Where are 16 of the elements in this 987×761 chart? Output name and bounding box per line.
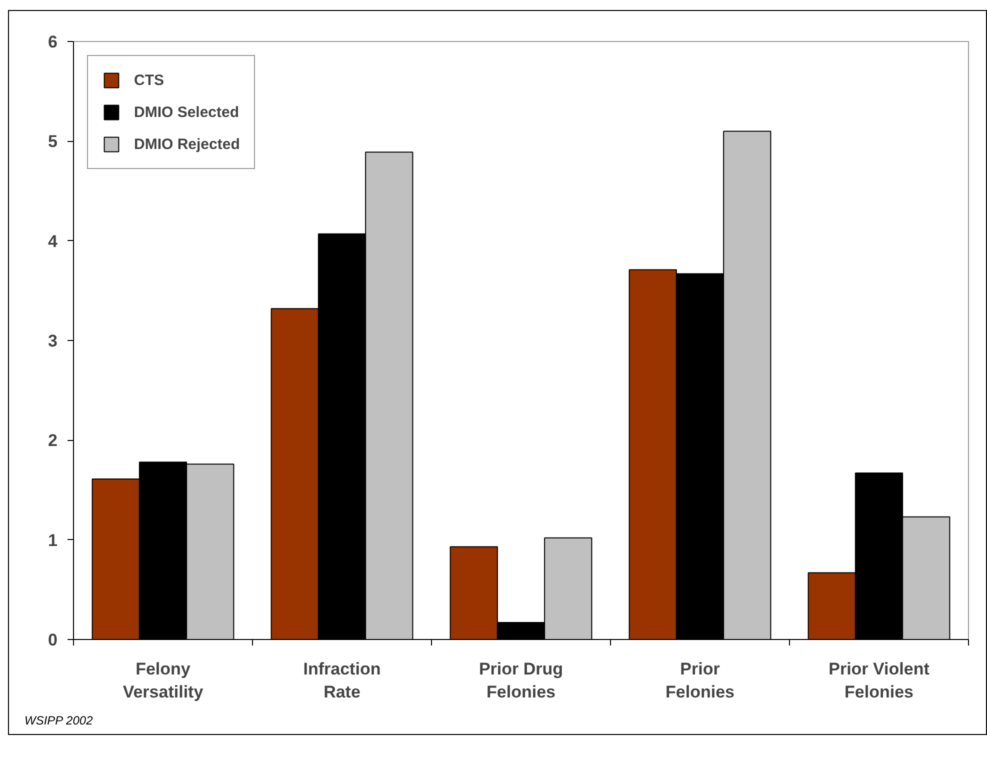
y-tick-label: 1 (48, 530, 58, 550)
x-tick-label: Infraction Rate (303, 660, 381, 702)
x-tick-label: Prior Drug Felonies (478, 660, 564, 702)
x-tick-label: Prior Violent Felonies (828, 660, 930, 702)
legend-label: DMIO Selected (134, 102, 240, 122)
y-tick-label: 5 (48, 132, 58, 152)
x-tick-label: Felony Versatility (122, 660, 204, 702)
text: WSIPP 2002 (24, 714, 94, 728)
x-tick-label: Prior Felonies (666, 660, 734, 702)
legend-label: DMIO Rejected (134, 134, 240, 154)
y-tick-label: 0 (48, 630, 58, 650)
legend-label: CTS (134, 70, 164, 90)
y-tick-label: 2 (48, 431, 58, 450)
y-tick-label: 6 (48, 32, 58, 52)
y-tick-label: 3 (48, 332, 58, 350)
y-tick-label: 4 (48, 232, 58, 251)
